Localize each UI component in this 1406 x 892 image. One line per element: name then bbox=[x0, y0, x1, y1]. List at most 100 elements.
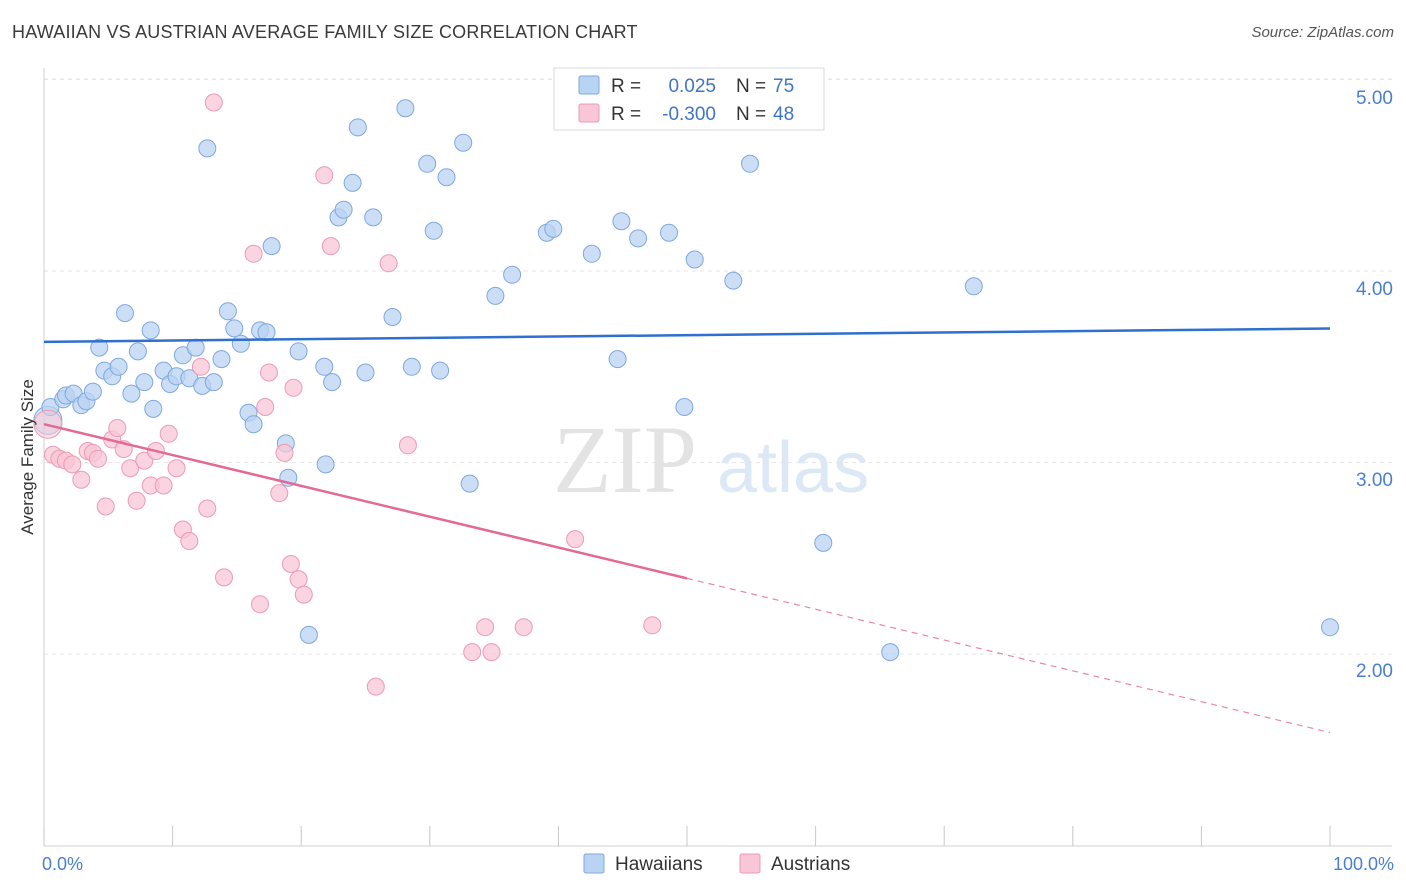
austrian-point bbox=[154, 476, 173, 495]
austrian-point bbox=[256, 398, 275, 416]
watermark-zip: ZIP bbox=[553, 406, 697, 513]
austrian-point bbox=[398, 436, 417, 455]
austrian-point bbox=[244, 244, 263, 263]
hawaiian-point bbox=[135, 373, 154, 392]
hawaiian-point bbox=[1321, 618, 1339, 637]
hawaiian-point bbox=[608, 350, 627, 369]
austrian-point bbox=[315, 166, 334, 185]
austrian-point bbox=[121, 459, 140, 478]
hawaiian-point bbox=[316, 455, 335, 474]
grid-lines bbox=[44, 78, 1392, 655]
legend-swatch-austrians bbox=[578, 103, 600, 123]
hawaiian-point bbox=[343, 173, 362, 192]
hawaiian-point bbox=[116, 304, 134, 323]
austrian-point bbox=[482, 643, 501, 662]
austrian-trend-line bbox=[43, 422, 688, 580]
hawaiian-point bbox=[218, 302, 237, 321]
hawaiian-point bbox=[122, 384, 141, 403]
austrian-point bbox=[251, 595, 269, 614]
hawaiian-point bbox=[424, 221, 443, 240]
data-points bbox=[33, 93, 1339, 696]
austrian-point bbox=[167, 459, 186, 478]
hawaiian-point bbox=[460, 474, 479, 493]
hawaiian-point bbox=[128, 342, 147, 361]
hawaiian-point bbox=[814, 533, 833, 552]
hawaiian-point bbox=[334, 200, 353, 219]
hawaiian-point bbox=[685, 250, 704, 269]
bottom-legend-swatch-austrians bbox=[739, 853, 761, 874]
hawaiian-point bbox=[315, 357, 334, 376]
hawaiian-point bbox=[503, 265, 522, 284]
austrian-point bbox=[366, 677, 385, 696]
legend-n-value: 75 bbox=[773, 76, 794, 97]
hawaiian-point bbox=[212, 350, 231, 369]
austrian-point bbox=[159, 424, 178, 443]
y-tick-label: 2.00 bbox=[1356, 661, 1393, 682]
hawaiian-point bbox=[881, 643, 900, 662]
hawaiian-point bbox=[348, 118, 367, 137]
hawaiian-point bbox=[299, 625, 318, 644]
hawaiian-point bbox=[437, 168, 456, 187]
hawaiian-point bbox=[262, 237, 281, 256]
hawaiian-point bbox=[90, 338, 109, 357]
hawaiian-point bbox=[582, 244, 601, 263]
y-tick-label: 4.00 bbox=[1356, 279, 1393, 300]
hawaiian-point bbox=[383, 308, 402, 326]
chart-title: HAWAIIAN VS AUSTRIAN AVERAGE FAMILY SIZE… bbox=[12, 22, 638, 42]
austrian-point bbox=[476, 618, 495, 637]
austrian-point bbox=[191, 357, 210, 376]
bottom-legend: Hawaiians Austrians bbox=[583, 853, 850, 875]
x-tick-label-start: 0.0% bbox=[42, 854, 83, 874]
y-tick-label: 3.00 bbox=[1356, 470, 1393, 491]
hawaiian-point bbox=[431, 361, 450, 380]
austrian-point bbox=[180, 532, 199, 550]
x-tick-label-end: 100.0% bbox=[1333, 854, 1394, 874]
austrian-point bbox=[260, 363, 278, 382]
austrian-point bbox=[379, 254, 398, 273]
hawaiian-point bbox=[225, 319, 244, 338]
hawaiian-point bbox=[486, 286, 505, 305]
hawaiian-point bbox=[204, 373, 223, 392]
austrian-point bbox=[215, 568, 233, 587]
legend-n-value: 48 bbox=[773, 104, 794, 125]
hawaiian-point bbox=[257, 323, 276, 342]
austrian-point bbox=[514, 618, 533, 637]
y-tick-label: 5.00 bbox=[1356, 88, 1393, 109]
austrian-point bbox=[643, 616, 662, 635]
hawaiian-point bbox=[289, 342, 308, 361]
austrian-point bbox=[275, 443, 294, 462]
hawaiian-point bbox=[83, 382, 102, 401]
austrian-point bbox=[63, 455, 82, 474]
austrian-point bbox=[135, 451, 154, 470]
hawaiian-point bbox=[231, 334, 250, 353]
bottom-legend-swatch-hawaiians bbox=[583, 853, 605, 874]
austrian-point bbox=[566, 530, 585, 549]
austrian-point bbox=[321, 237, 340, 256]
hawaiian-point bbox=[109, 357, 128, 376]
y-axis-label: Average Family Size bbox=[18, 379, 37, 535]
hawaiian-point bbox=[364, 208, 383, 227]
hawaiian-point bbox=[198, 139, 217, 158]
hawaiian-point bbox=[144, 399, 163, 418]
austrian-point bbox=[463, 643, 482, 662]
bottom-legend-label-austrians: Austrians bbox=[771, 854, 850, 875]
austrian-point bbox=[284, 378, 303, 397]
hawaiian-point bbox=[141, 321, 160, 340]
austrian-point bbox=[72, 470, 91, 489]
austrian-trend-line-extension bbox=[686, 577, 1331, 734]
austrian-point bbox=[204, 93, 223, 112]
watermark-atlas: atlas bbox=[717, 428, 869, 508]
hawaiian-point bbox=[418, 154, 437, 173]
legend-r-value: -0.300 bbox=[662, 104, 716, 125]
hawaiian-point bbox=[629, 229, 648, 248]
x-axis-ticks bbox=[43, 826, 1331, 846]
hawaiian-point bbox=[454, 133, 473, 152]
hawaiian-point bbox=[396, 99, 415, 118]
austrian-point bbox=[289, 570, 308, 589]
legend-box: R = 0.025 N = 75 R = -0.300 N = 48 bbox=[553, 67, 825, 131]
chart-source: Source: ZipAtlas.com bbox=[1251, 24, 1394, 41]
hawaiian-point bbox=[675, 398, 694, 416]
legend-r-value: 0.025 bbox=[668, 76, 716, 97]
legend-r-label: R = bbox=[611, 76, 641, 97]
